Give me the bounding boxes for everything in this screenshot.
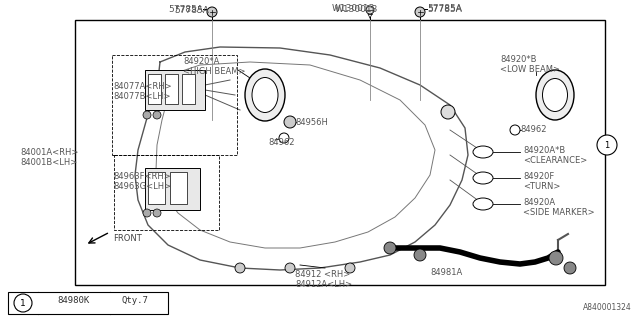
Circle shape — [441, 105, 455, 119]
Circle shape — [14, 294, 32, 312]
Text: 84962: 84962 — [268, 138, 294, 147]
Text: <LOW BEAM>: <LOW BEAM> — [500, 65, 560, 74]
Text: <HIGH BEAM>: <HIGH BEAM> — [183, 67, 246, 76]
Bar — [145, 70, 205, 110]
Text: 84920*A: 84920*A — [183, 57, 220, 66]
Text: <SIDE MARKER>: <SIDE MARKER> — [523, 208, 595, 217]
Ellipse shape — [245, 69, 285, 121]
Text: 84920*B: 84920*B — [500, 55, 536, 64]
Circle shape — [366, 6, 374, 14]
Ellipse shape — [473, 198, 493, 210]
Text: 84980K: 84980K — [57, 296, 89, 305]
Ellipse shape — [252, 77, 278, 113]
Text: 84962: 84962 — [520, 125, 547, 134]
Circle shape — [207, 7, 217, 17]
Ellipse shape — [543, 78, 568, 111]
Bar — [114, 155, 219, 230]
Circle shape — [284, 116, 296, 128]
Text: FRONT: FRONT — [113, 234, 141, 243]
Bar — [148, 74, 161, 104]
Circle shape — [384, 242, 396, 254]
Circle shape — [143, 111, 151, 119]
Circle shape — [279, 133, 289, 143]
Bar — [182, 74, 195, 104]
Text: 84001A<RH>: 84001A<RH> — [20, 148, 78, 157]
Text: 84920A*B: 84920A*B — [523, 146, 565, 155]
Circle shape — [235, 263, 245, 273]
Text: 84920A: 84920A — [523, 198, 555, 207]
Text: <CLEARANCE>: <CLEARANCE> — [523, 156, 588, 165]
Ellipse shape — [473, 172, 493, 184]
Text: 1: 1 — [604, 140, 610, 149]
Text: 84912 <RH>: 84912 <RH> — [295, 270, 350, 279]
Text: 84077B<LH>: 84077B<LH> — [113, 92, 170, 101]
Circle shape — [143, 209, 151, 217]
Text: 1: 1 — [20, 299, 26, 308]
Bar — [8, 292, 168, 314]
Ellipse shape — [473, 146, 493, 158]
Text: W130013: W130013 — [335, 5, 378, 14]
Text: 57785A: 57785A — [174, 6, 209, 15]
Circle shape — [597, 135, 617, 155]
Text: 84920F: 84920F — [523, 172, 554, 181]
Text: <TURN>: <TURN> — [523, 182, 561, 191]
Circle shape — [153, 209, 161, 217]
Bar — [112, 55, 237, 155]
Text: 84981A: 84981A — [430, 268, 462, 277]
Circle shape — [549, 251, 563, 265]
Text: 84956H: 84956H — [295, 118, 328, 127]
Circle shape — [564, 262, 576, 274]
Text: 84963F<RH>: 84963F<RH> — [113, 172, 171, 181]
Circle shape — [345, 263, 355, 273]
Bar — [75, 20, 605, 285]
Circle shape — [510, 125, 520, 135]
Ellipse shape — [536, 70, 574, 120]
Bar — [148, 172, 165, 204]
Text: 57785A: 57785A — [427, 5, 462, 14]
Circle shape — [285, 263, 295, 273]
Text: 57785A: 57785A — [168, 5, 203, 14]
Text: 84077A<RH>: 84077A<RH> — [113, 82, 172, 91]
Bar — [170, 172, 187, 204]
Circle shape — [153, 111, 161, 119]
Bar — [165, 74, 178, 104]
Text: W130013: W130013 — [332, 4, 376, 13]
Text: A840001324: A840001324 — [583, 303, 632, 312]
Text: 84963G<LH>: 84963G<LH> — [113, 182, 171, 191]
Circle shape — [415, 7, 425, 17]
Text: Qty.7: Qty.7 — [122, 296, 148, 305]
Bar — [145, 168, 200, 210]
Text: 57785A: 57785A — [427, 4, 462, 13]
Circle shape — [414, 249, 426, 261]
Text: 84001B<LH>: 84001B<LH> — [20, 158, 77, 167]
Text: 84912A<LH>: 84912A<LH> — [295, 280, 352, 289]
